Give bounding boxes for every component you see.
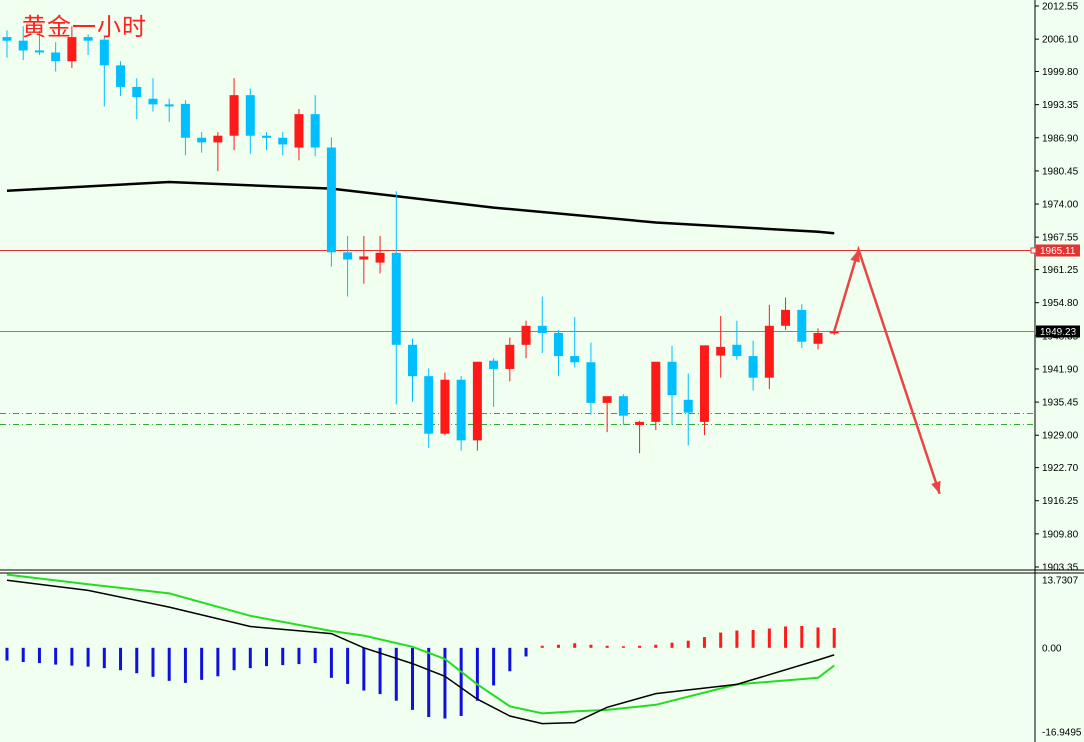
candle-body <box>326 147 336 253</box>
candle-body <box>294 114 304 148</box>
candle-body <box>602 396 612 403</box>
macd-tick-label: 13.7307 <box>1042 576 1079 587</box>
candle-body <box>359 256 369 260</box>
moving-average <box>6 180 835 235</box>
candle-body <box>716 346 726 356</box>
price-tick-label: 1935.45 <box>1042 398 1079 409</box>
macd-tick-label: 0.00 <box>1042 643 1062 654</box>
forecast-arrow-path <box>833 245 941 495</box>
candle-body <box>180 103 190 138</box>
candle-body <box>764 325 774 378</box>
price-tick-label: 1922.70 <box>1042 463 1079 474</box>
resistance-anchor <box>1030 247 1037 254</box>
macd-panel <box>5 573 836 725</box>
macd-tick-label: -16.9495 <box>1042 728 1082 739</box>
candle-body <box>472 361 482 441</box>
candle-body <box>83 37 93 41</box>
candle-body <box>262 135 272 138</box>
candle-body <box>34 50 44 53</box>
candle-body <box>2 37 12 41</box>
moving-average-line <box>6 180 835 235</box>
candle-body <box>635 421 645 425</box>
candle-body <box>699 345 709 422</box>
macd-signal-line <box>6 573 835 715</box>
price-tick-label: 1999.80 <box>1042 67 1079 78</box>
candle-body <box>570 356 580 363</box>
candle-body <box>343 252 353 260</box>
candle-body <box>618 396 628 416</box>
candle-body <box>553 332 563 357</box>
candle-body <box>148 98 158 105</box>
axis-labels: 2012.55 2006.10 1999.80 1993.35 1986.90 1980.… <box>1035 2 1082 739</box>
forecast-arrowhead-up <box>850 249 860 263</box>
candle-body <box>278 137 288 145</box>
price-tick-label: 1916.25 <box>1042 496 1079 507</box>
candle-body <box>748 356 758 378</box>
candle-body <box>18 40 28 51</box>
candle-body <box>67 37 77 62</box>
candle-body <box>781 309 791 326</box>
candle-body <box>521 325 531 345</box>
candle-body <box>537 325 547 333</box>
candle-body <box>683 399 693 413</box>
candle-body <box>132 86 142 98</box>
candle-body <box>213 135 223 143</box>
chart-title: 黄金一小时 <box>22 13 147 41</box>
candle-body <box>667 361 677 396</box>
candle-body <box>456 379 466 441</box>
resistance-price-tag-label: 1965.11 <box>1040 246 1076 257</box>
price-tick-label: 1948.35 <box>1042 331 1079 342</box>
candle-body <box>408 344 417 377</box>
candle-body <box>245 95 255 136</box>
price-tick-label: 1941.90 <box>1042 364 1079 375</box>
current-price-tag <box>1036 325 1080 338</box>
candle-body <box>813 332 823 344</box>
price-tick-label: 1903.35 <box>1042 563 1079 574</box>
price-tick-label: 2006.10 <box>1042 35 1079 46</box>
candle-body <box>51 52 61 62</box>
current-price-tag-label: 1949.23 <box>1040 327 1077 338</box>
candle-body <box>797 309 807 342</box>
price-tick-label: 1986.90 <box>1042 133 1079 144</box>
candle-body <box>391 252 401 345</box>
price-tick-label: 1954.80 <box>1042 298 1079 309</box>
forecast-arrowhead-down <box>931 480 941 494</box>
candle-body <box>505 344 515 369</box>
candle-body <box>489 360 499 369</box>
candle-body <box>651 361 661 422</box>
price-tick-label: 1967.55 <box>1042 233 1079 244</box>
price-tick-label: 1980.45 <box>1042 166 1079 177</box>
price-tick-label: 1961.25 <box>1042 265 1079 276</box>
candle-body <box>829 331 839 334</box>
resistance-price-tag <box>1036 244 1080 257</box>
price-tick-label: 1929.00 <box>1042 431 1079 442</box>
price-tick-label: 1909.80 <box>1042 529 1079 540</box>
candle-body <box>424 376 434 434</box>
candle-body <box>229 95 239 136</box>
price-tick-label: 2012.55 <box>1042 2 1079 13</box>
candle-body <box>116 65 126 87</box>
candle-body <box>197 137 207 143</box>
candle-body <box>586 362 596 403</box>
macd-main-line <box>6 579 835 725</box>
candle-body <box>375 252 385 263</box>
candle-body <box>164 104 174 107</box>
candle-body <box>732 344 742 357</box>
candle-body <box>99 39 109 66</box>
candles <box>2 26 839 454</box>
candle-body <box>440 379 450 434</box>
price-tick-label: 1993.35 <box>1042 100 1079 111</box>
forecast-arrow <box>833 245 941 495</box>
horizontal-levels: 1965.11 1949.23 <box>0 244 1080 425</box>
price-tick-label: 1974.00 <box>1042 200 1079 211</box>
candle-body <box>310 114 320 148</box>
